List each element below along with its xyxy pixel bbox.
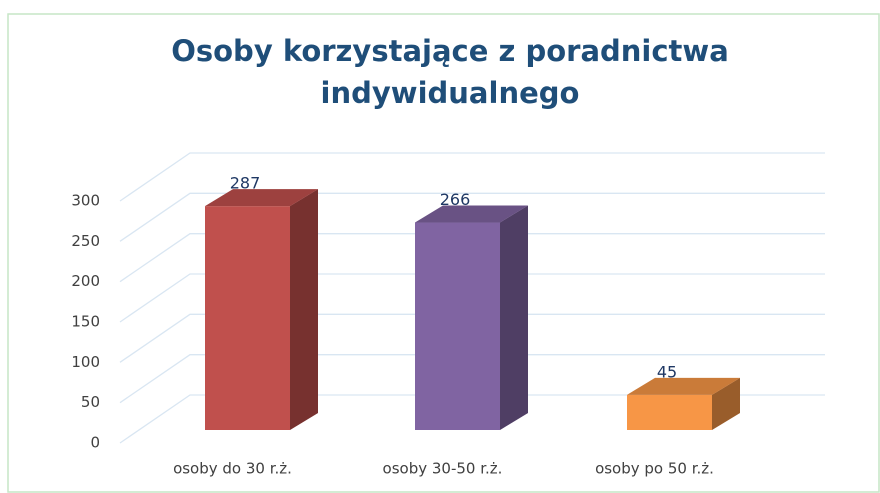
bar-side-shade [712,377,740,430]
y-tick-label: 50 [81,393,100,411]
grid-line [119,152,825,202]
bar-side-shade [500,205,528,430]
grid-line [119,192,825,242]
bar [627,394,712,430]
bar-side [290,189,318,430]
value-label: 45 [657,362,677,381]
y-tick-label: 200 [71,272,100,290]
bar-top-shade [205,189,318,207]
bar-side-shade [290,189,318,430]
value-label: 266 [440,190,471,209]
y-tick-label: 300 [71,192,100,210]
bar-top [205,189,318,207]
grid-line [119,313,825,363]
bar-top [627,377,740,395]
bar-top [415,205,528,223]
grid-line [119,273,825,323]
bar-top-shade [627,377,740,395]
value-label: 287 [230,174,261,193]
grid-line [119,394,825,444]
x-tick-label: osoby do 30 r.ż. [173,460,292,478]
bar-top-shade [415,205,528,223]
y-tick-label: 150 [71,313,100,331]
x-tick-label: osoby po 50 r.ż. [595,460,714,478]
grid-line [119,233,825,283]
bar [415,222,500,430]
grid-line [119,354,825,404]
x-tick-label: osoby 30-50 r.ż. [383,460,503,478]
bar-side [500,205,528,430]
title-box: Osoby korzystające z poradnictwa indywid… [171,34,729,110]
y-tick-label: 250 [71,232,100,250]
bar [205,206,290,430]
bar-side [712,377,740,430]
y-tick-label: 0 [90,434,100,452]
y-tick-label: 100 [71,353,100,371]
chart-title: Osoby korzystające z poradnictwa indywid… [171,34,729,110]
